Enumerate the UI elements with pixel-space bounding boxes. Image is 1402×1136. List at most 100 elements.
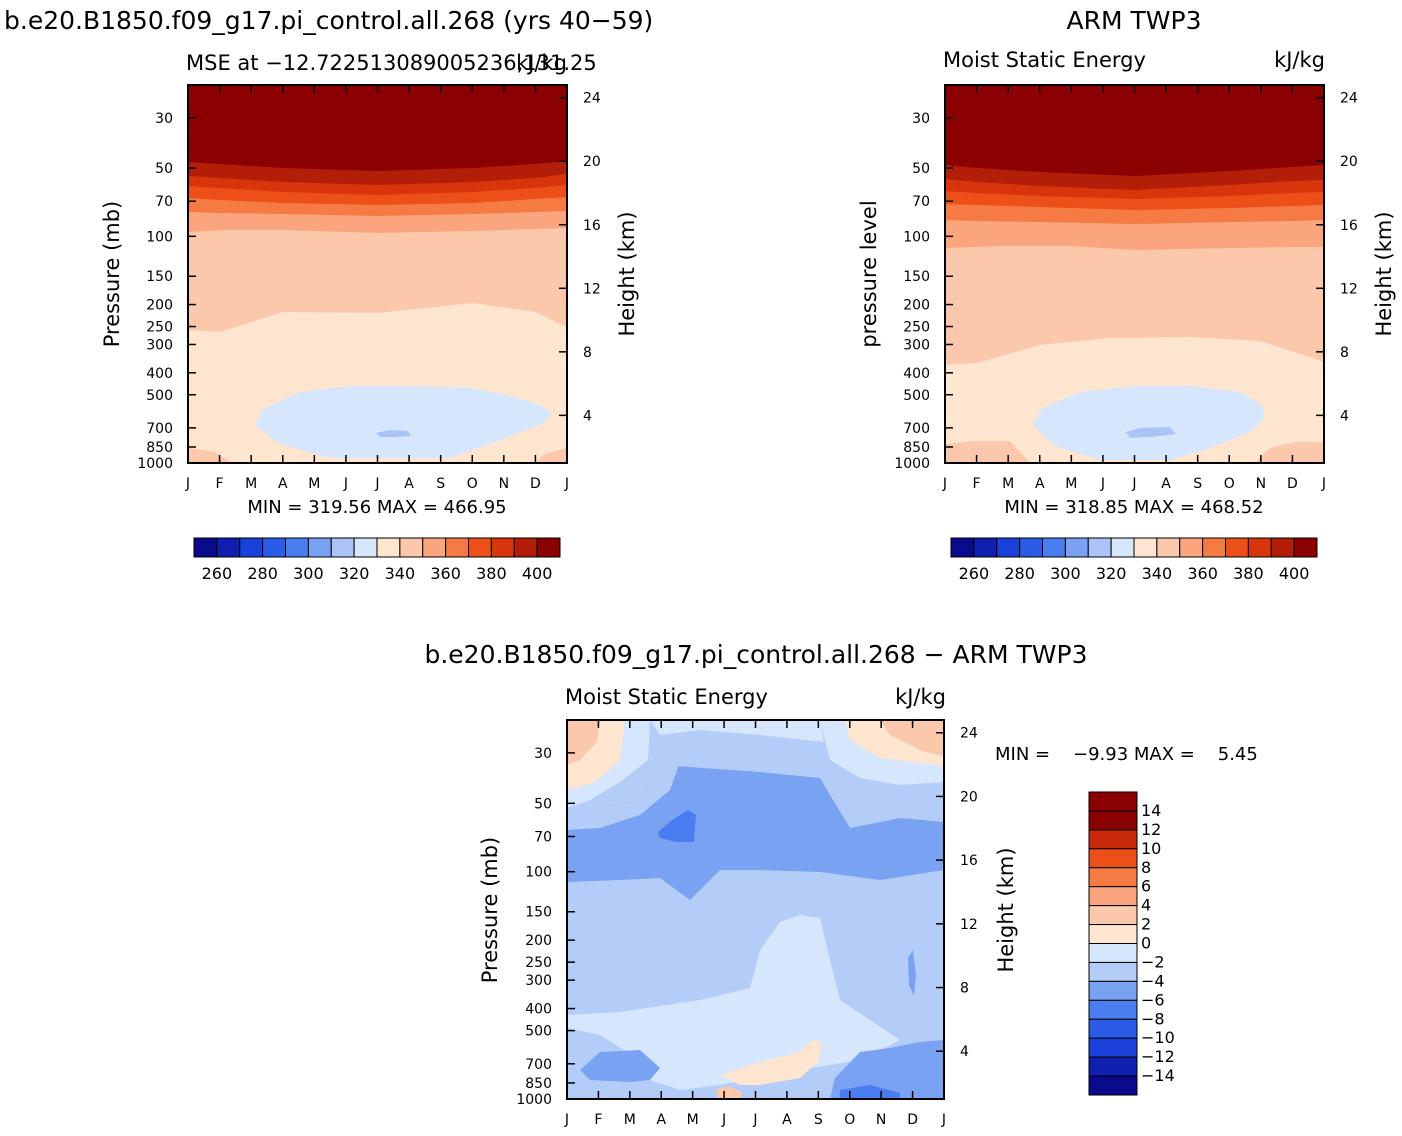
y-right-tick-label: 20 — [1340, 154, 1358, 170]
x-tick-label: J — [721, 1112, 726, 1128]
contour-band-mse-340-lower — [188, 448, 232, 463]
x-tick-label: J — [374, 476, 379, 492]
x-tick-label: O — [844, 1112, 855, 1128]
x-tick-label: A — [1161, 476, 1171, 492]
y-tick-label: 50 — [534, 796, 552, 812]
x-tick-label: J — [1100, 476, 1105, 492]
colorbar-swatch — [1133, 537, 1158, 558]
contour-band-diff-m6-lower-left — [580, 1050, 660, 1082]
figure-title-bottom: b.e20.B1850.f09_g17.pi_control.all.268 −… — [424, 640, 1087, 669]
colorbar-swatch — [1088, 1056, 1138, 1077]
x-tick-label: D — [907, 1112, 918, 1128]
colorbar-swatch — [996, 537, 1021, 558]
x-tick-label: D — [530, 476, 541, 492]
x-tick-label: M — [687, 1112, 699, 1128]
y-tick-label: 1000 — [516, 1092, 552, 1108]
panel-obs-subtitle-left: Moist Static Energy — [943, 48, 1146, 72]
panel-diff-subtitle-right: kJ/kg — [895, 685, 946, 709]
colorbar-label: 260 — [959, 564, 990, 583]
y-right-tick-label: 8 — [960, 981, 969, 997]
x-tick-label: N — [499, 476, 509, 492]
colorbar-swatch — [376, 537, 401, 558]
panel-obs-ylabel-right: Height (km) — [1372, 211, 1396, 336]
y-tick-label: 100 — [525, 865, 552, 881]
panel-model-subtitle-left: MSE at −12.722513089005236,131.25 — [186, 51, 597, 75]
x-tick-label: N — [876, 1112, 886, 1128]
x-tick-label: J — [1131, 476, 1136, 492]
y-right-tick-label: 24 — [583, 91, 601, 107]
colorbar-swatch — [1156, 537, 1181, 558]
colorbar-swatch — [950, 537, 975, 558]
colorbar-swatch — [1042, 537, 1066, 558]
contour-band-diff-m6 — [567, 765, 944, 900]
x-tick-label: J — [941, 1112, 946, 1128]
y-tick-label: 250 — [525, 955, 552, 971]
y-tick-label: 150 — [903, 269, 930, 285]
colorbar-label: 260 — [202, 564, 233, 583]
colorbar-label: 12 — [1141, 820, 1161, 839]
colorbar-swatch — [216, 537, 241, 558]
colorbar-swatch — [353, 537, 378, 558]
x-tick-label: J — [942, 476, 947, 492]
y-tick-label: 200 — [525, 933, 552, 949]
panel-model-minmax: MIN = 319.56 MAX = 466.95 — [247, 497, 506, 518]
panel-model-subtitle-right: kJ/kg — [516, 51, 567, 75]
x-tick-label: J — [564, 476, 569, 492]
x-tick-label: J — [1321, 476, 1326, 492]
colorbar-swatch — [1088, 905, 1138, 926]
panel-obs-ylabel: pressure level — [857, 200, 881, 347]
y-right-tick-label: 12 — [960, 917, 978, 933]
y-tick-label: 250 — [903, 320, 930, 336]
x-tick-label: M — [1065, 476, 1077, 492]
colorbar-swatch — [285, 537, 309, 558]
x-tick-label: F — [973, 476, 981, 492]
colorbar-swatch — [1110, 537, 1135, 558]
x-tick-label: J — [343, 476, 348, 492]
colorbar-swatch — [513, 537, 538, 558]
colorbar-label: 320 — [339, 564, 370, 583]
panel-model-ylabel-right: Height (km) — [615, 211, 639, 336]
colorbar-swatch — [1202, 537, 1226, 558]
panel-diff: Moist Static Energy kJ/kg J F M A M J J A S O N D J 3… — [478, 685, 1258, 1128]
colorbar-swatch — [1293, 537, 1318, 558]
y-right-tick-label: 20 — [960, 789, 978, 805]
colorbar-swatch — [1087, 537, 1112, 558]
panel-obs: Moist Static Energy kJ/kg J F M A M J J A S O N D J 3… — [857, 48, 1396, 583]
panel-obs-colorbar: 260 280 300 320 340 360 380 400 — [950, 537, 1318, 583]
x-tick-label: M — [308, 476, 320, 492]
y-tick-label: 200 — [903, 298, 930, 314]
y-tick-label: 500 — [903, 388, 930, 404]
y-tick-label: 850 — [903, 440, 930, 456]
colorbar-swatch — [1088, 886, 1138, 907]
x-tick-label: S — [814, 1112, 823, 1128]
y-tick-label: 700 — [903, 421, 930, 437]
y-right-tick-label: 12 — [583, 281, 601, 297]
contour-band-diff-m8-right — [908, 950, 916, 996]
colorbar-swatch — [1064, 537, 1089, 558]
y-tick-label: 70 — [155, 194, 173, 210]
x-tick-label: J — [752, 1112, 757, 1128]
colorbar-label: 380 — [1233, 564, 1264, 583]
y-tick-label: 500 — [146, 388, 173, 404]
x-tick-label: F — [594, 1112, 602, 1128]
x-tick-label: S — [436, 476, 445, 492]
y-right-tick-label: 16 — [1340, 218, 1358, 234]
y-tick-label: 400 — [146, 366, 173, 382]
colorbar-swatch — [1088, 961, 1138, 982]
y-tick-label: 850 — [146, 440, 173, 456]
colorbar-swatch — [445, 537, 469, 558]
y-tick-label: 100 — [903, 229, 930, 245]
colorbar-label: 400 — [522, 564, 553, 583]
y-tick-label: 1000 — [894, 456, 930, 472]
colorbar-swatch — [399, 537, 424, 558]
contour-band-diff-m4-mid — [567, 762, 680, 830]
colorbar-swatch — [1088, 980, 1138, 1001]
y-tick-label: 30 — [155, 111, 173, 127]
colorbar-label: −2 — [1141, 952, 1165, 971]
x-tick-label: M — [1002, 476, 1014, 492]
panel-diff-minmax: MIN = −9.93 MAX = 5.45 — [995, 744, 1258, 765]
figure-title-left: b.e20.B1850.f09_g17.pi_control.all.268 (… — [4, 6, 653, 35]
y-tick-label: 850 — [525, 1076, 552, 1092]
y-tick-label: 300 — [903, 337, 930, 353]
